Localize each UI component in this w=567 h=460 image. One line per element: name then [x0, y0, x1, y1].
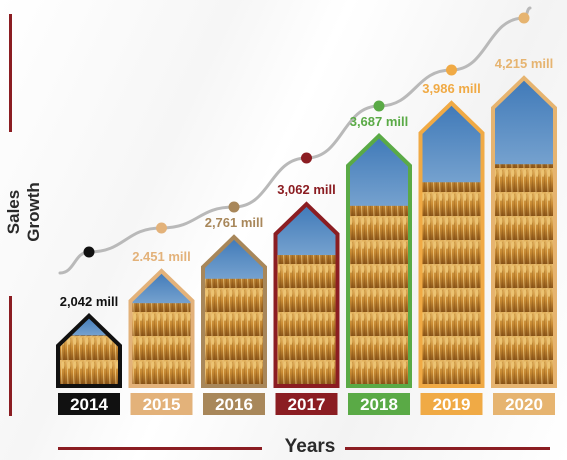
data-label: 4,215 mill — [495, 56, 554, 71]
x-axis-bar-right — [345, 447, 550, 450]
trend-point — [83, 246, 95, 258]
x-tick-label: 2016 — [215, 395, 253, 414]
trend-point — [446, 64, 457, 76]
year-box-2019 — [420, 393, 483, 415]
data-label: 2.451 mill — [132, 249, 191, 264]
x-axis-bar-left — [58, 447, 262, 450]
bar-2019 — [418, 100, 485, 388]
year-box-2018 — [348, 393, 410, 415]
bar-2020 — [491, 75, 557, 388]
trend-point — [301, 152, 312, 164]
trend-point — [373, 100, 385, 112]
year-box-2017 — [275, 393, 338, 415]
trend-point — [518, 12, 530, 24]
year-box-2014 — [58, 393, 120, 415]
data-label: 2,761 mill — [205, 215, 264, 230]
data-label: 2,042 mill — [60, 294, 119, 309]
year-box-2015 — [130, 393, 193, 415]
trend-point — [228, 201, 240, 213]
x-tick-label: 2018 — [360, 395, 398, 414]
bar-2015 — [128, 268, 195, 388]
data-label: 3,986 mill — [422, 81, 481, 96]
bar-2016 — [201, 234, 267, 388]
trend-point — [156, 222, 167, 234]
bar-2017 — [273, 201, 340, 388]
data-label: 3,687 mill — [350, 114, 409, 129]
x-tick-label: 2017 — [288, 395, 326, 414]
year-box-2016 — [203, 393, 265, 415]
bar-2014 — [56, 312, 122, 388]
x-axis-label: Years — [284, 436, 336, 457]
x-tick-label: 2015 — [143, 395, 181, 414]
y-axis-bar-bottom — [9, 296, 12, 416]
x-tick-label: 2019 — [433, 395, 471, 414]
bar-2018 — [346, 132, 412, 388]
data-label: 3,062 mill — [277, 182, 336, 197]
x-tick-label: 2020 — [505, 395, 543, 414]
x-tick-label: 2014 — [70, 395, 108, 414]
y-axis-bar-top — [9, 14, 12, 132]
year-box-2020 — [493, 393, 555, 415]
